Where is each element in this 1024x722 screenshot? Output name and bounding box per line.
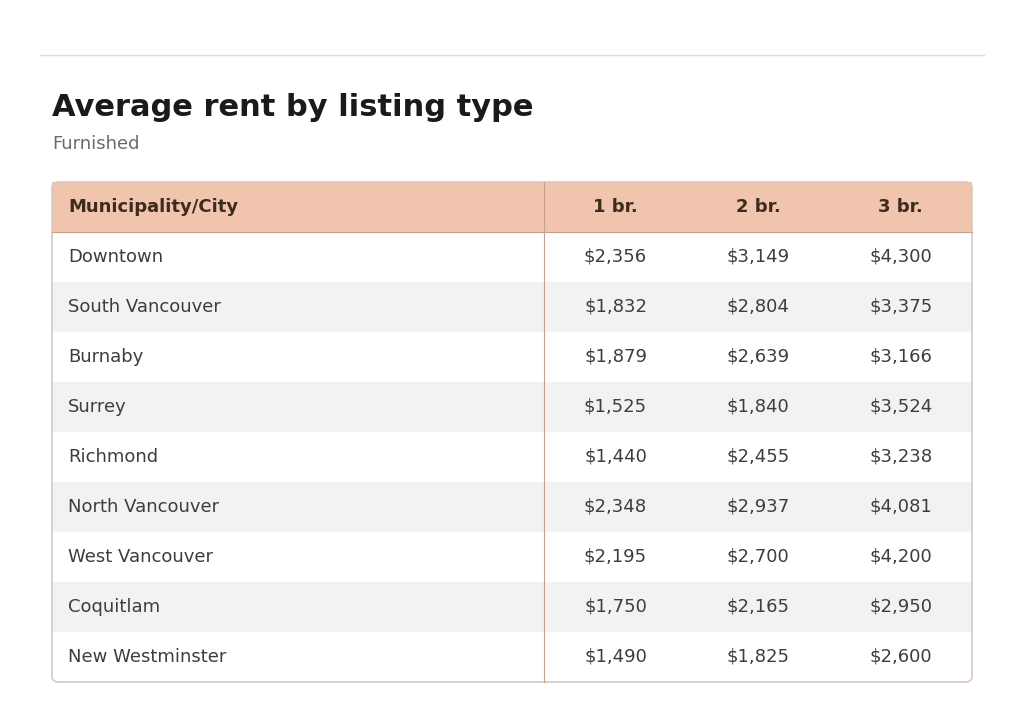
Text: $2,639: $2,639 [727,348,790,366]
Text: $2,165: $2,165 [727,598,790,616]
Text: $2,804: $2,804 [727,298,790,316]
Text: $4,200: $4,200 [869,548,932,566]
Text: Average rent by listing type: Average rent by listing type [52,93,534,122]
Text: North Vancouver: North Vancouver [68,498,219,516]
Text: $2,600: $2,600 [869,648,932,666]
Text: $1,750: $1,750 [584,598,647,616]
Bar [52,532,972,582]
Text: $2,195: $2,195 [584,548,647,566]
Bar [52,482,972,532]
Text: $4,300: $4,300 [869,248,932,266]
Text: $4,081: $4,081 [869,498,932,516]
Bar [52,432,972,482]
Bar [52,332,972,382]
Bar [52,232,972,282]
Text: $3,375: $3,375 [869,298,932,316]
Bar [52,182,972,232]
Text: $1,525: $1,525 [584,398,647,416]
Text: Downtown: Downtown [68,248,163,266]
Text: $1,825: $1,825 [727,648,790,666]
Text: Burnaby: Burnaby [68,348,143,366]
Text: $1,840: $1,840 [727,398,790,416]
Text: South Vancouver: South Vancouver [68,298,221,316]
Bar [52,382,972,432]
Bar [52,632,972,682]
Text: 2 br.: 2 br. [735,198,780,216]
Text: $2,700: $2,700 [727,548,790,566]
Text: New Westminster: New Westminster [68,648,226,666]
Text: 1 br.: 1 br. [593,198,638,216]
Text: $3,524: $3,524 [869,398,932,416]
Text: $1,879: $1,879 [584,348,647,366]
Text: $3,149: $3,149 [727,248,790,266]
Text: $3,166: $3,166 [869,348,932,366]
Bar [52,282,972,332]
Text: $2,348: $2,348 [584,498,647,516]
Text: Municipality/City: Municipality/City [68,198,239,216]
Text: $2,950: $2,950 [869,598,932,616]
Text: Furnished: Furnished [52,135,139,153]
Text: $2,455: $2,455 [726,448,790,466]
Text: $1,490: $1,490 [584,648,647,666]
Text: Richmond: Richmond [68,448,158,466]
Text: West Vancouver: West Vancouver [68,548,213,566]
Text: $1,440: $1,440 [584,448,647,466]
Text: $2,937: $2,937 [726,498,790,516]
Text: 3 br.: 3 br. [879,198,923,216]
Text: Surrey: Surrey [68,398,127,416]
Text: $3,238: $3,238 [869,448,932,466]
Bar [52,582,972,632]
Text: $2,356: $2,356 [584,248,647,266]
Text: $1,832: $1,832 [584,298,647,316]
Text: Coquitlam: Coquitlam [68,598,160,616]
